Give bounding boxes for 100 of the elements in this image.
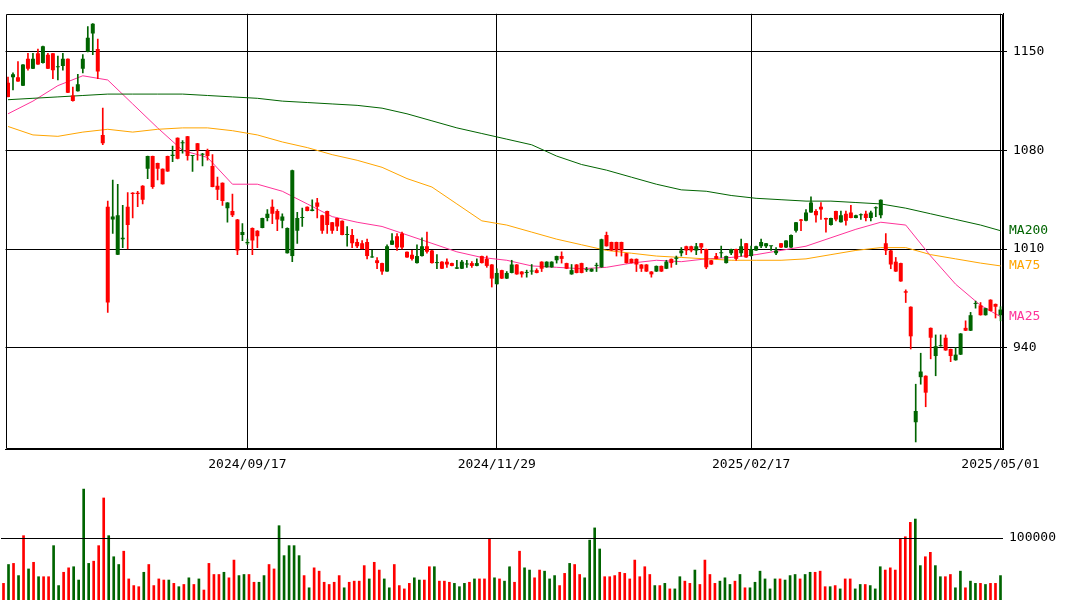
bar bbox=[518, 550, 521, 600]
bar bbox=[32, 561, 35, 600]
candlestick bbox=[300, 207, 305, 227]
candlestick bbox=[375, 257, 380, 270]
bar bbox=[347, 581, 351, 600]
bar bbox=[137, 586, 141, 600]
bar bbox=[402, 588, 406, 600]
bar bbox=[37, 576, 40, 600]
bar bbox=[488, 538, 491, 600]
bar bbox=[498, 578, 501, 600]
bar bbox=[653, 585, 657, 600]
bar bbox=[57, 585, 60, 600]
bar bbox=[954, 587, 957, 600]
bar bbox=[17, 575, 20, 600]
bar bbox=[112, 556, 116, 600]
bar bbox=[608, 576, 612, 600]
bar bbox=[72, 566, 75, 600]
bar bbox=[558, 585, 561, 600]
bar bbox=[503, 580, 506, 600]
bar bbox=[77, 579, 80, 600]
bar bbox=[623, 573, 627, 600]
bar bbox=[147, 564, 151, 600]
bar bbox=[979, 583, 982, 600]
bar bbox=[392, 564, 396, 600]
bar bbox=[117, 564, 121, 600]
candlestick bbox=[818, 202, 823, 220]
candlestick bbox=[315, 197, 320, 219]
bar bbox=[377, 569, 381, 600]
bar bbox=[62, 571, 65, 600]
bar bbox=[638, 576, 642, 600]
y-tick-label: 940 bbox=[1013, 338, 1037, 354]
bar bbox=[493, 577, 496, 600]
bar bbox=[939, 576, 942, 600]
bar bbox=[22, 535, 25, 600]
bar bbox=[67, 567, 70, 600]
bar bbox=[648, 574, 652, 600]
series-label: MA200 bbox=[1009, 222, 1049, 238]
bar bbox=[999, 575, 1002, 600]
bar bbox=[863, 584, 867, 600]
bar bbox=[157, 578, 161, 600]
bar bbox=[463, 583, 466, 600]
bar bbox=[618, 571, 622, 600]
candlestick bbox=[918, 352, 923, 385]
bar bbox=[27, 568, 30, 600]
bar bbox=[428, 566, 431, 600]
bar bbox=[873, 588, 877, 600]
bar bbox=[387, 587, 391, 600]
bar bbox=[87, 563, 91, 600]
bar bbox=[944, 576, 947, 600]
bar bbox=[433, 566, 436, 600]
bar bbox=[994, 583, 997, 600]
bar bbox=[367, 578, 371, 600]
bar bbox=[423, 579, 426, 600]
x-tick-label: 2025/05/01 bbox=[961, 456, 1040, 472]
bar bbox=[548, 578, 551, 600]
bar bbox=[929, 551, 932, 600]
candlestick bbox=[903, 289, 908, 303]
bar bbox=[382, 578, 386, 600]
x-tick-label: 2024/11/29 bbox=[457, 456, 536, 472]
bar bbox=[883, 569, 887, 600]
bar bbox=[903, 536, 907, 600]
bar bbox=[342, 587, 346, 600]
bar bbox=[949, 574, 952, 600]
bar bbox=[853, 588, 857, 600]
candlestick bbox=[464, 259, 469, 268]
candlestick bbox=[858, 213, 863, 220]
bar bbox=[974, 583, 977, 600]
text: 100000 bbox=[1009, 529, 1056, 545]
bar bbox=[919, 565, 922, 600]
bar bbox=[643, 566, 647, 600]
bar bbox=[438, 580, 441, 600]
bar bbox=[898, 538, 902, 600]
series-label: MA75 bbox=[1009, 257, 1041, 273]
bar bbox=[848, 578, 852, 600]
candlestick bbox=[55, 55, 60, 81]
bar bbox=[538, 569, 541, 600]
bar bbox=[553, 575, 556, 600]
x-tick-label: 2025/02/17 bbox=[711, 456, 791, 472]
candlestick bbox=[11, 72, 15, 91]
candlestick bbox=[674, 255, 679, 265]
candlestick bbox=[15, 61, 20, 82]
candlestick bbox=[913, 383, 918, 443]
bar bbox=[418, 579, 421, 600]
bar bbox=[12, 563, 15, 600]
bar bbox=[838, 588, 842, 600]
bar bbox=[528, 569, 531, 600]
candlestick bbox=[100, 107, 105, 146]
bar bbox=[908, 522, 912, 600]
bar bbox=[407, 583, 411, 600]
bar bbox=[52, 545, 55, 600]
bar bbox=[372, 561, 376, 600]
bar bbox=[7, 564, 10, 600]
bar bbox=[578, 574, 581, 600]
bar bbox=[598, 548, 602, 600]
bar bbox=[658, 585, 662, 600]
bar bbox=[2, 583, 5, 600]
bar bbox=[508, 566, 511, 600]
x-tick-label: 2024/09/17 bbox=[208, 456, 287, 472]
series-label: MA25 bbox=[1009, 307, 1041, 323]
bar bbox=[513, 581, 516, 600]
